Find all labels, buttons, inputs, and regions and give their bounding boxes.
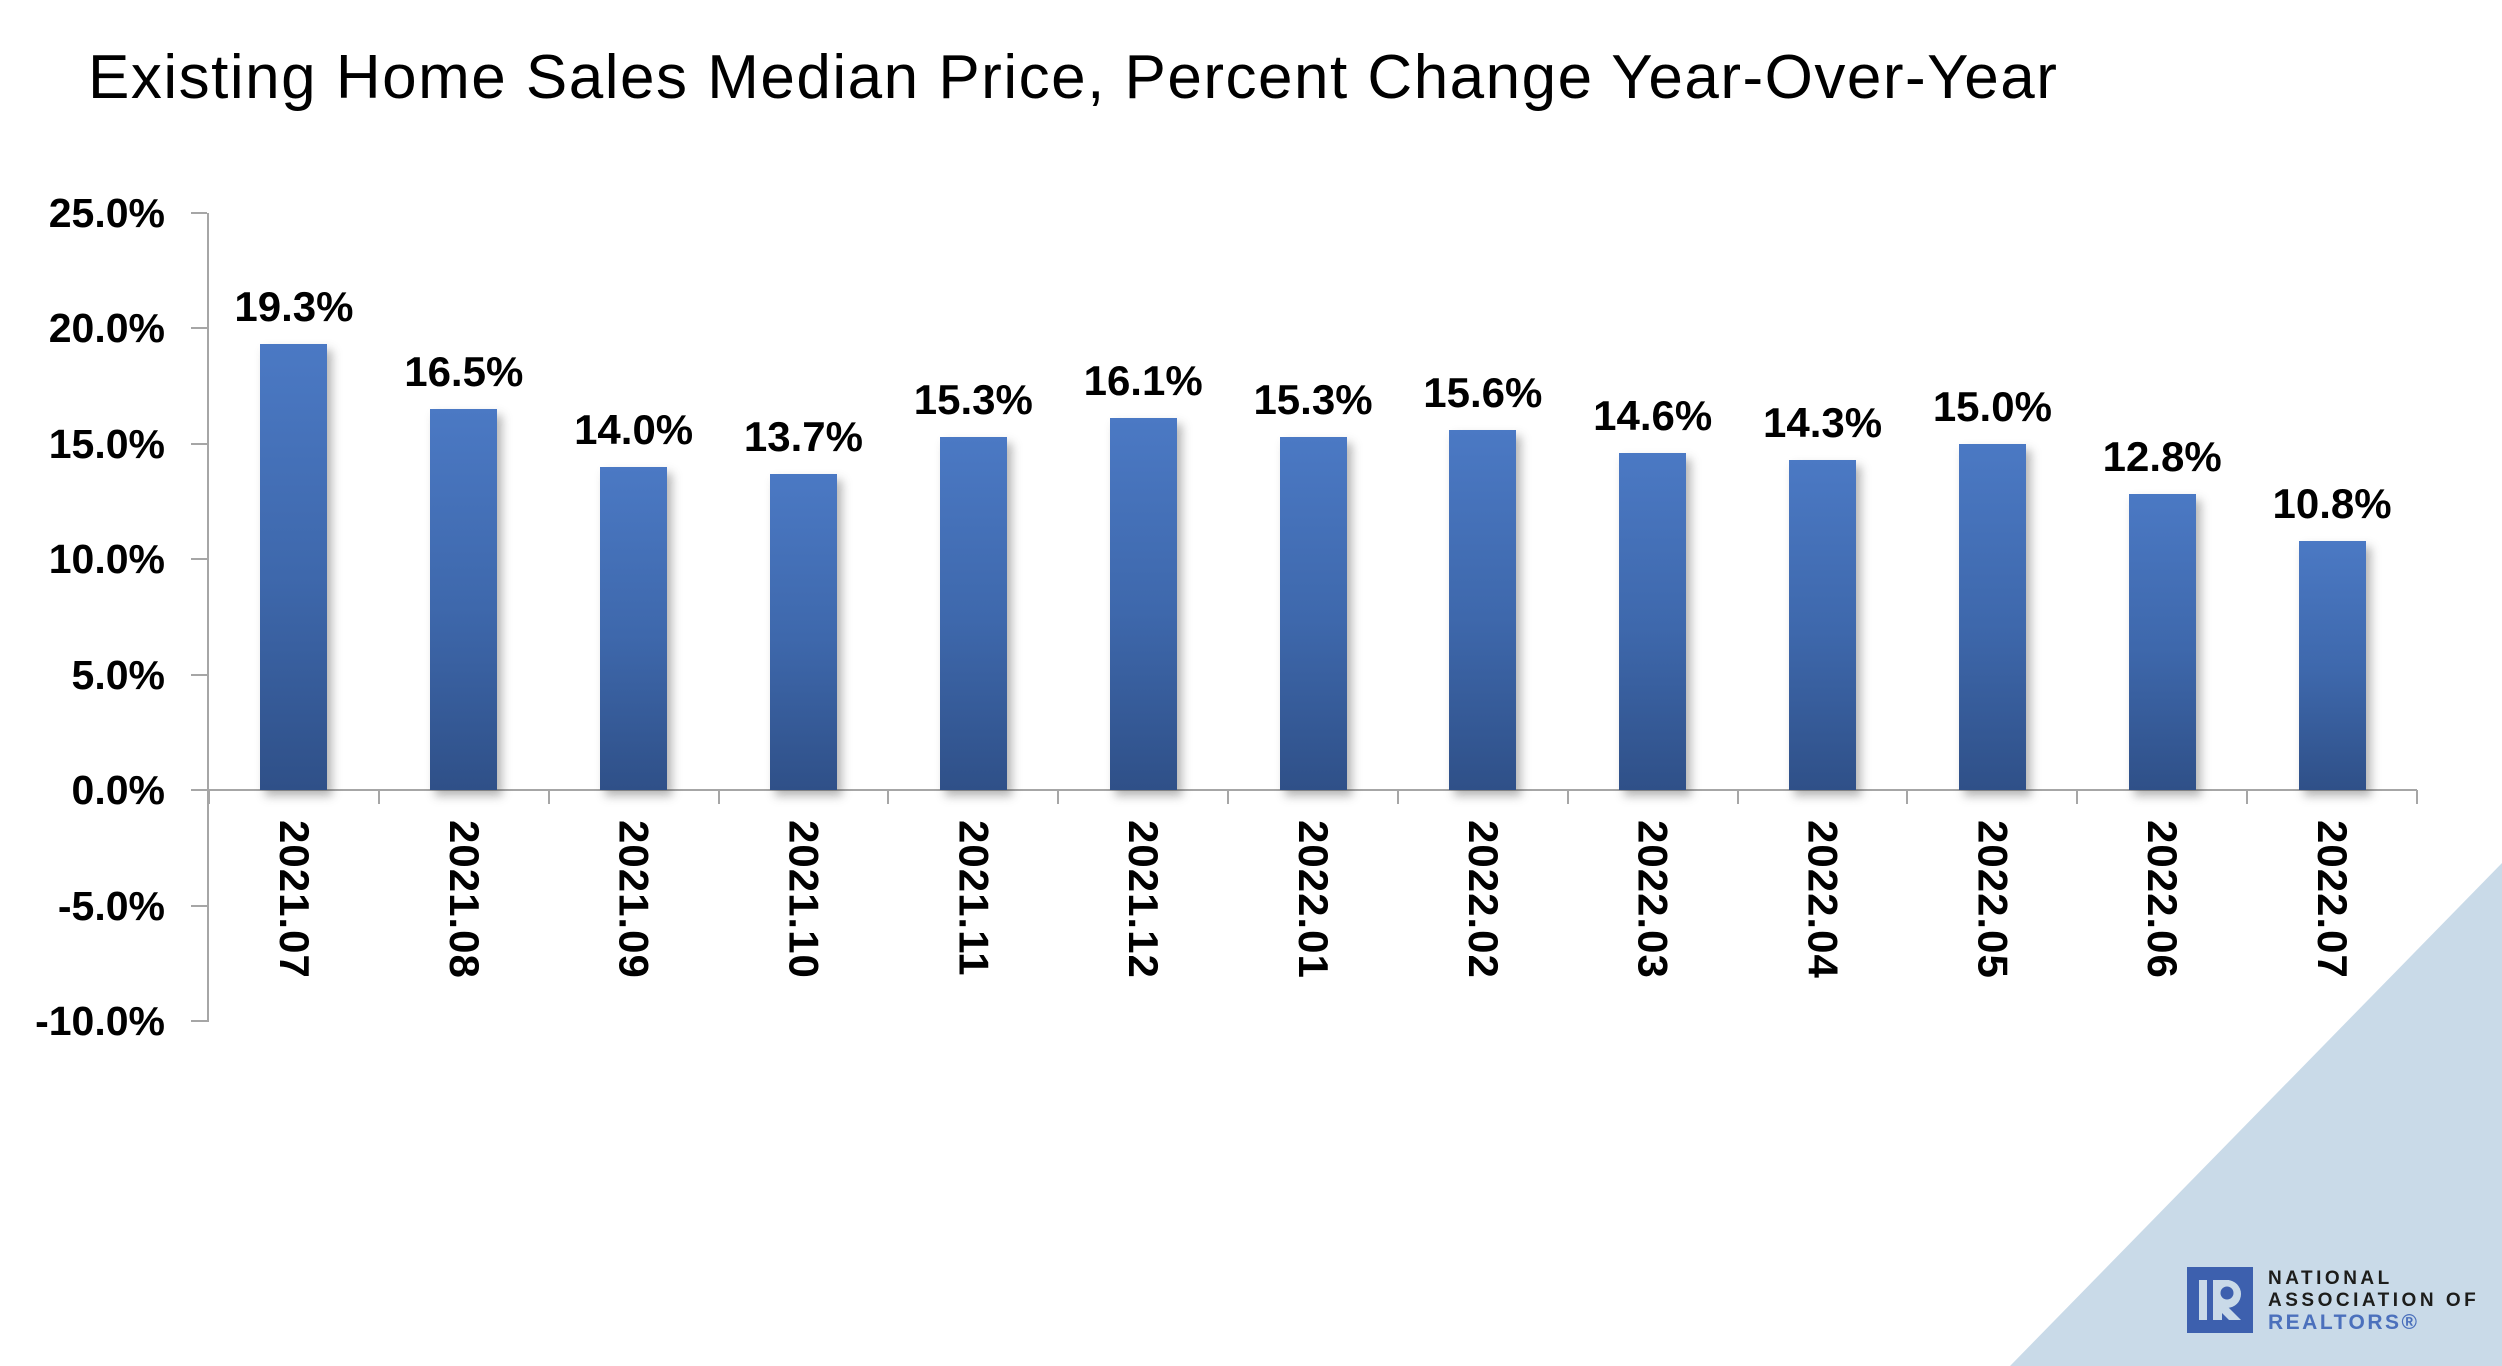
x-axis-label: 2021.07: [270, 820, 318, 979]
x-axis-tick: [2076, 790, 2079, 804]
y-axis-tick: [191, 673, 207, 676]
x-axis-tick: [1057, 790, 1060, 804]
y-axis-tick-label: 0.0%: [71, 767, 165, 813]
bar-2021.12: [1109, 418, 1177, 790]
y-axis-tick-label: 25.0%: [48, 189, 165, 236]
bar-2021.07: [260, 344, 328, 790]
bar-2022.04: [1789, 459, 1857, 790]
x-axis-tick: [2246, 790, 2249, 804]
x-axis-tick: [1566, 790, 1569, 804]
y-axis-tick-label: -5.0%: [57, 882, 165, 929]
y-axis-tick: [191, 1020, 207, 1022]
bar-value-label: 15.0%: [1932, 382, 2052, 430]
bar-2022.07: [2298, 540, 2366, 790]
nar-logo-r-icon: [2187, 1267, 2253, 1333]
bar-2022.05: [1958, 443, 2026, 790]
bar-value-label: 14.0%: [574, 405, 694, 453]
x-axis-tick: [1906, 790, 1909, 804]
x-axis-baseline: [207, 789, 2417, 791]
x-axis-tick: [887, 790, 890, 804]
bar-value-label: 16.1%: [1083, 357, 1203, 405]
x-axis-tick: [1227, 790, 1230, 804]
y-axis-tick-label: 15.0%: [48, 420, 165, 467]
bar-value-label: 15.6%: [1423, 368, 1543, 416]
bar-value-label: 19.3%: [234, 283, 354, 331]
y-axis-tick-label: 10.0%: [48, 536, 165, 582]
y-axis-tick: [191, 442, 207, 445]
x-axis-tick: [547, 790, 550, 804]
x-axis-tick: [377, 790, 380, 804]
bar-2021.10: [769, 473, 837, 790]
bar-value-label: 15.3%: [1253, 375, 1373, 423]
x-axis-label: 2021.12: [1120, 820, 1168, 979]
x-axis-label: 2022.05: [1969, 820, 2017, 979]
x-axis-tick: [2416, 790, 2418, 804]
y-axis-tick: [191, 211, 207, 214]
x-axis-tick: [1736, 790, 1739, 804]
bar-2022.03: [1619, 452, 1687, 790]
logo-line-association: ASSOCIATION OF: [2268, 1290, 2480, 1311]
bar-2021.11: [939, 436, 1007, 790]
y-axis-line: [207, 213, 209, 1022]
y-axis-tick: [191, 904, 207, 907]
y-axis-tick: [191, 789, 207, 791]
x-axis-label: 2022.03: [1629, 820, 1677, 979]
bar-2021.08: [430, 408, 498, 790]
bar-value-label: 16.5%: [404, 347, 524, 395]
x-axis-tick: [208, 790, 210, 804]
x-axis-label: 2022.04: [1799, 820, 1847, 979]
y-axis-tick-label: 5.0%: [71, 651, 165, 698]
bar-2022.01: [1279, 436, 1347, 790]
bar-value-label: 15.3%: [913, 375, 1033, 423]
bar-2022.02: [1449, 429, 1517, 790]
nar-logo: NATIONAL ASSOCIATION OF REALTORS®: [2187, 1267, 2487, 1337]
logo-line-realtors: REALTORS®: [2268, 1311, 2420, 1334]
y-axis-tick: [191, 327, 207, 329]
x-axis-label: 2021.10: [780, 820, 828, 979]
x-axis-tick: [1396, 790, 1399, 804]
chart-title: Existing Home Sales Median Price, Percen…: [88, 43, 2059, 112]
bar-value-label: 14.6%: [1593, 391, 1713, 439]
x-axis-label: 2021.11: [950, 820, 998, 977]
bar-2022.06: [2128, 494, 2196, 790]
bar-value-label: 14.3%: [1762, 398, 1883, 446]
bar-value-label: 13.7%: [743, 412, 863, 460]
x-axis-label: 2021.08: [440, 820, 488, 979]
nar-logo-text: NATIONAL ASSOCIATION OF REALTORS®: [2268, 1268, 2479, 1334]
x-axis-tick: [717, 790, 720, 804]
y-axis-tick-label: -10.0%: [35, 998, 165, 1044]
bar-value-label: 10.8%: [2272, 479, 2392, 527]
bar-2021.09: [600, 466, 668, 790]
y-axis-tick: [191, 558, 207, 560]
x-axis-label: 2022.01: [1290, 820, 1337, 979]
x-axis-label: 2022.07: [2309, 820, 2357, 979]
y-axis-tick-label: 20.0%: [48, 305, 165, 351]
bar-value-label: 12.8%: [2102, 433, 2222, 481]
x-axis-label: 2022.06: [2139, 820, 2187, 979]
x-axis-label: 2021.09: [610, 820, 658, 979]
logo-line-national: NATIONAL: [2268, 1268, 2393, 1289]
x-axis-label: 2022.02: [1459, 820, 1507, 979]
